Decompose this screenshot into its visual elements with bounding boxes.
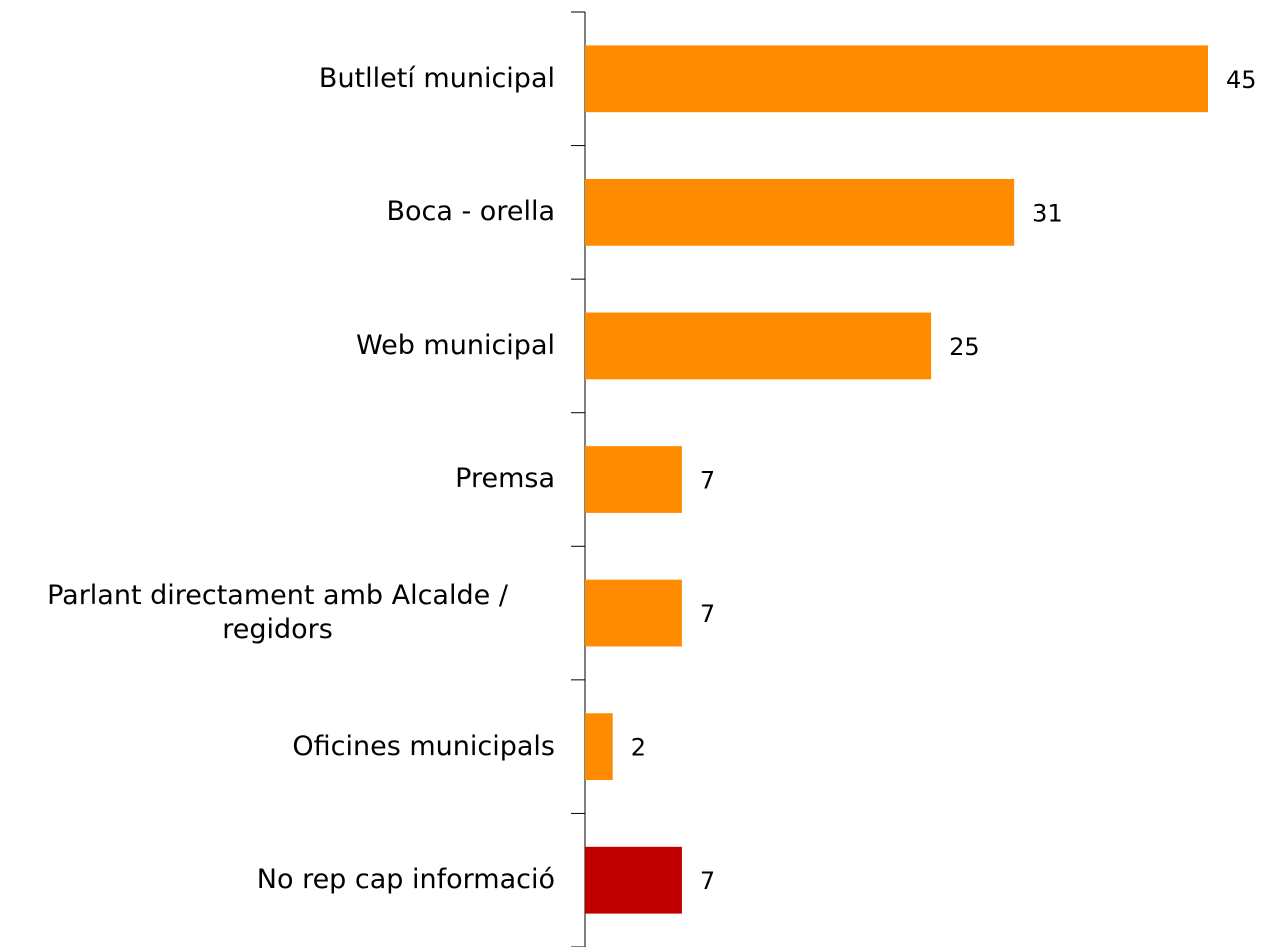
category-text: Parlant directament amb Alcalde / regido… xyxy=(47,580,508,646)
value-label: 2 xyxy=(631,734,646,762)
value-label: 31 xyxy=(1032,199,1063,227)
category-text: Oficines municipals xyxy=(292,730,555,762)
value-label: 25 xyxy=(949,333,980,361)
category-text: Butlletí municipal xyxy=(318,62,555,94)
bar xyxy=(585,446,682,513)
bar xyxy=(585,846,682,914)
value-label: 7 xyxy=(700,867,715,895)
category-label: Boca - orella xyxy=(0,146,555,280)
category-label: Oficines municipals xyxy=(0,680,555,814)
value-label: 7 xyxy=(700,600,715,628)
bar xyxy=(585,579,682,647)
category-text: Boca - orella xyxy=(386,196,555,228)
value-label: 7 xyxy=(700,467,715,495)
category-label: Parlant directament amb Alcalde / regido… xyxy=(0,546,555,680)
category-text: No rep cap informació xyxy=(256,864,555,896)
category-label: Web municipal xyxy=(0,279,555,413)
category-label: No rep cap informació xyxy=(0,813,555,947)
category-text: Premsa xyxy=(455,463,555,495)
bar xyxy=(585,178,1015,246)
category-text: Web municipal xyxy=(355,329,555,361)
bar xyxy=(585,45,1208,113)
category-label: Premsa xyxy=(0,413,555,547)
value-label: 45 xyxy=(1226,66,1257,94)
bar xyxy=(585,312,932,380)
category-label: Butlletí municipal xyxy=(0,12,555,146)
bar xyxy=(585,713,613,781)
